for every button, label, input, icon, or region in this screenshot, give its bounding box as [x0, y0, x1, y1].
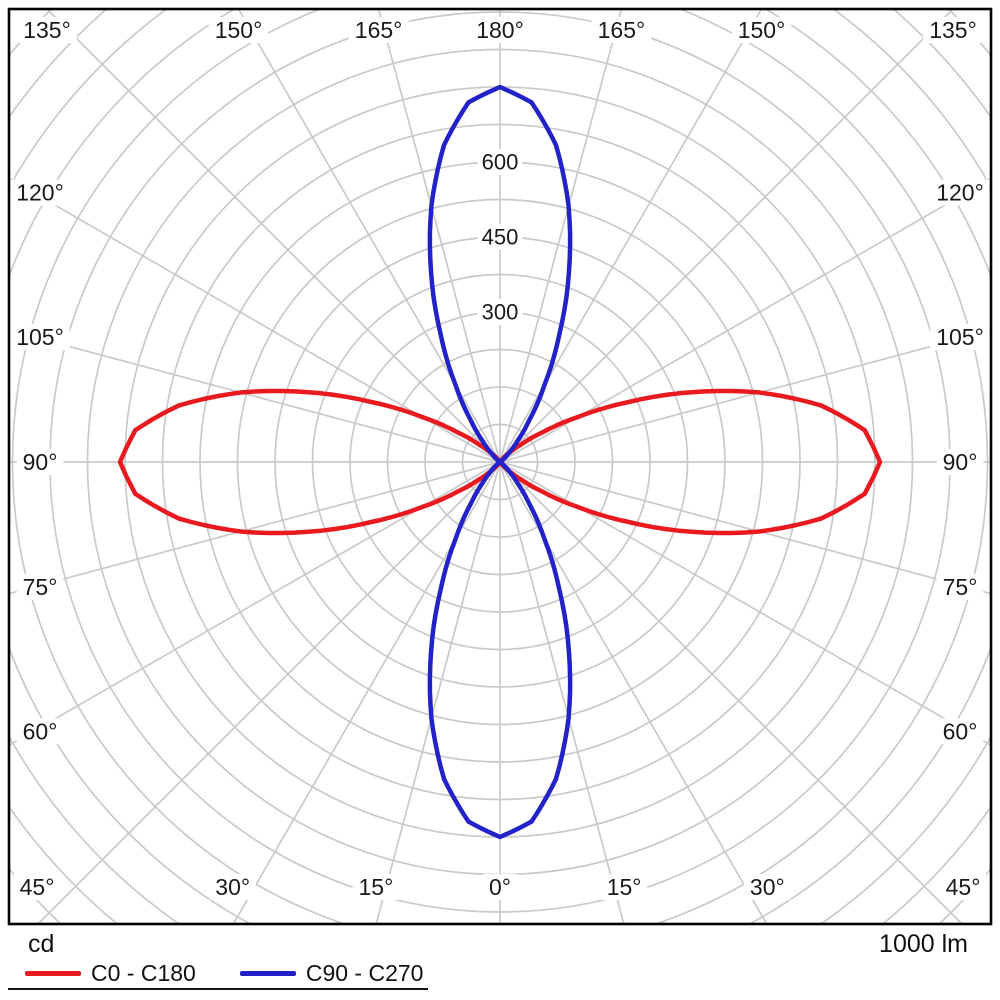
angle-label-left-bg	[16, 574, 64, 600]
angle-label-bottom: 45°	[20, 874, 55, 900]
angle-label-bottom-bg	[744, 874, 791, 900]
angle-label-left-bg	[16, 718, 64, 745]
angle-label-top: 150°	[215, 17, 263, 43]
angle-label-left: 120°	[16, 180, 64, 206]
angle-label-bottom: 15°	[607, 874, 642, 900]
grid-spoke	[37, 461, 501, 923]
grid-spoke	[499, 461, 963, 923]
angle-label-left: 90°	[23, 449, 58, 475]
legend-item-c90-c270: C90 - C270	[239, 960, 424, 987]
grid-spoke	[10, 461, 501, 746]
angle-label-right: 75°	[943, 574, 978, 600]
grid-spoke	[377, 10, 501, 463]
legend: C0 - C180 C90 - C270	[25, 960, 467, 987]
angle-label-top-bg	[591, 17, 652, 43]
grid-spoke	[499, 329, 990, 463]
angle-label-top-bg	[208, 17, 269, 43]
grid-spoke	[375, 461, 501, 923]
chart-border	[7, 7, 993, 926]
photometric-polar-chart: 300 450 600 135° 150° 165° 180° 165° 150° 135° 45°…	[7, 7, 993, 926]
unit-label: cd	[28, 930, 55, 958]
radial-tick-label: 300	[482, 300, 519, 325]
radial-tick-label-bg	[477, 299, 523, 325]
angle-label-left: 75°	[23, 574, 58, 600]
angle-label-top: 135°	[23, 17, 71, 43]
angle-label-right-bg	[930, 179, 990, 206]
grid-spoke	[10, 178, 501, 463]
angle-label-bottom: 0°	[489, 874, 511, 900]
angle-label-right: 105°	[936, 324, 984, 350]
grid-spoke	[499, 461, 990, 595]
angle-label-top: 165°	[598, 17, 646, 43]
legend-underline	[8, 988, 428, 990]
legend-label: C0 - C180	[91, 960, 196, 986]
grid-spoke	[499, 178, 990, 463]
angle-label-bottom: 30°	[215, 874, 250, 900]
angle-label-top: 165°	[355, 17, 403, 43]
angle-label-top-bg	[731, 17, 792, 43]
radial-tick-label: 600	[482, 150, 519, 175]
grid-spoke	[499, 461, 625, 923]
angle-label-bottom-bg	[352, 874, 400, 900]
angle-label-bottom-bg	[939, 874, 987, 900]
legend-swatch-red-line	[25, 971, 81, 976]
legend-item-c0-c180: C0 - C180	[25, 960, 196, 987]
grid-spoke	[499, 10, 623, 463]
grid-spoke	[499, 461, 768, 923]
angle-label-top: 180°	[476, 17, 524, 43]
grid-spoke	[10, 329, 501, 463]
grid-spoke	[499, 10, 762, 463]
grid-spoke	[499, 461, 990, 746]
angle-label-bottom: 30°	[750, 874, 785, 900]
radial-tick-label-bg	[477, 224, 523, 250]
angle-label-bottom: 45°	[946, 874, 981, 900]
grid-spoke	[10, 461, 501, 595]
angle-label-top: 150°	[738, 17, 786, 43]
angle-label-top-bg	[923, 17, 983, 43]
legend-swatch-blue-line	[239, 971, 296, 976]
angle-label-left-bg	[16, 449, 64, 475]
angle-label-top-bg	[470, 17, 530, 43]
polar-grid	[10, 10, 990, 923]
grid-spoke	[238, 10, 501, 463]
angle-label-right: 90°	[943, 449, 978, 475]
angle-label-top-bg	[17, 17, 77, 43]
angle-label-right: 60°	[943, 718, 978, 744]
angle-label-right-bg	[936, 718, 984, 745]
angle-label-bottom-bg	[600, 874, 648, 900]
angle-label-right-bg	[936, 449, 984, 475]
radial-tick-label: 450	[482, 225, 519, 250]
angle-label-right-bg	[930, 324, 990, 350]
angle-label-bottom-bg	[483, 874, 517, 900]
grid-spoke	[499, 10, 954, 463]
legend-label: C90 - C270	[305, 960, 424, 986]
angle-label-right: 120°	[936, 180, 984, 206]
angle-label-bottom-bg	[209, 874, 256, 900]
angle-label-left-bg	[10, 324, 70, 350]
curve-C90-C270	[427, 84, 573, 840]
luminous-flux-label: 1000 lm	[879, 930, 968, 958]
angle-label-left: 105°	[16, 324, 64, 350]
angle-label-bottom: 15°	[359, 874, 394, 900]
angle-label-bottom-bg	[13, 874, 61, 900]
radial-tick-label-bg	[477, 149, 523, 175]
angle-label-top: 135°	[929, 17, 977, 43]
angle-label-left-bg	[10, 179, 70, 206]
angle-label-left: 60°	[23, 718, 58, 744]
angle-label-top-bg	[348, 17, 409, 43]
grid-spoke	[46, 10, 501, 463]
grid-spoke	[232, 461, 501, 923]
angle-label-right-bg	[936, 574, 984, 600]
